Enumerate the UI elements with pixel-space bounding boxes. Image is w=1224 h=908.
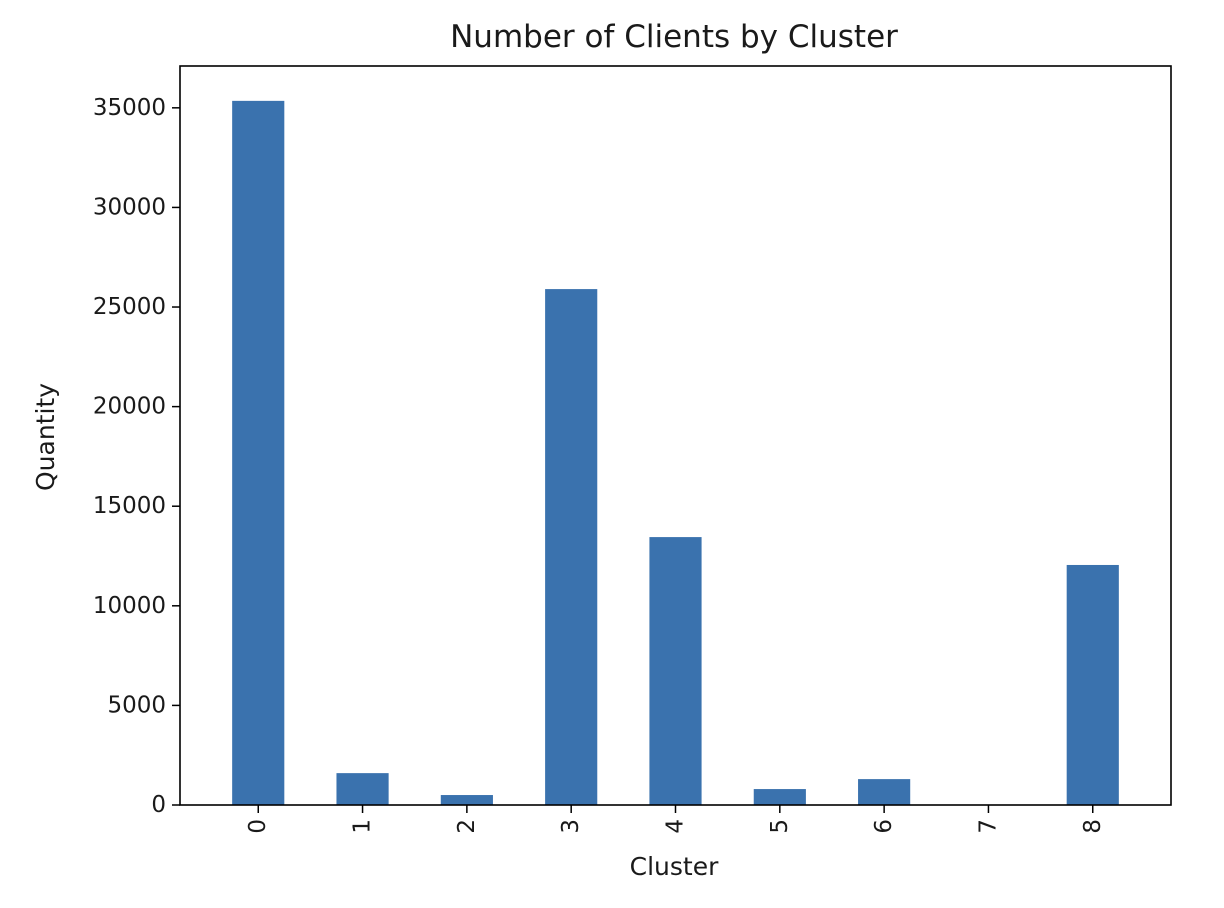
plot-area-frame [179, 65, 1172, 806]
bar-cluster-3 [545, 289, 598, 806]
x-tick-label: 6 [871, 819, 897, 834]
x-tick-label: 3 [558, 819, 584, 834]
y-tick-label: 20000 [93, 394, 166, 420]
y-tick-label: 25000 [93, 294, 166, 320]
x-tick-label: 5 [767, 819, 793, 834]
bar-cluster-6 [858, 779, 911, 805]
y-tick-label: 10000 [93, 593, 166, 619]
y-tick-label: 35000 [93, 95, 166, 121]
x-axis-ticks: 0 1 2 3 4 5 6 7 8 [245, 805, 1106, 834]
bar-cluster-0 [232, 100, 285, 806]
y-axis-label: Quantity [31, 383, 60, 491]
y-axis-ticks: 0 5000 10000 15000 20000 25000 30000 35000 [93, 95, 180, 818]
bar-cluster-2 [440, 795, 493, 805]
x-tick-label: 8 [1080, 819, 1106, 834]
x-tick-label: 7 [975, 819, 1001, 834]
bars [232, 100, 1119, 806]
y-tick-label: 30000 [93, 194, 166, 220]
bar-cluster-1 [336, 773, 389, 805]
x-tick-label: 0 [245, 819, 271, 834]
x-axis-label: Cluster [630, 852, 719, 881]
bar-cluster-4 [649, 537, 702, 805]
x-tick-label: 2 [454, 819, 480, 834]
chart-title: Number of Clients by Cluster [450, 19, 898, 55]
y-tick-label: 15000 [93, 493, 166, 519]
bar-cluster-8 [1066, 564, 1119, 805]
y-tick-label: 0 [151, 792, 166, 818]
bar-cluster-5 [753, 789, 806, 805]
x-tick-label: 4 [663, 819, 689, 834]
x-tick-label: 1 [350, 819, 376, 834]
y-tick-label: 5000 [107, 692, 166, 718]
